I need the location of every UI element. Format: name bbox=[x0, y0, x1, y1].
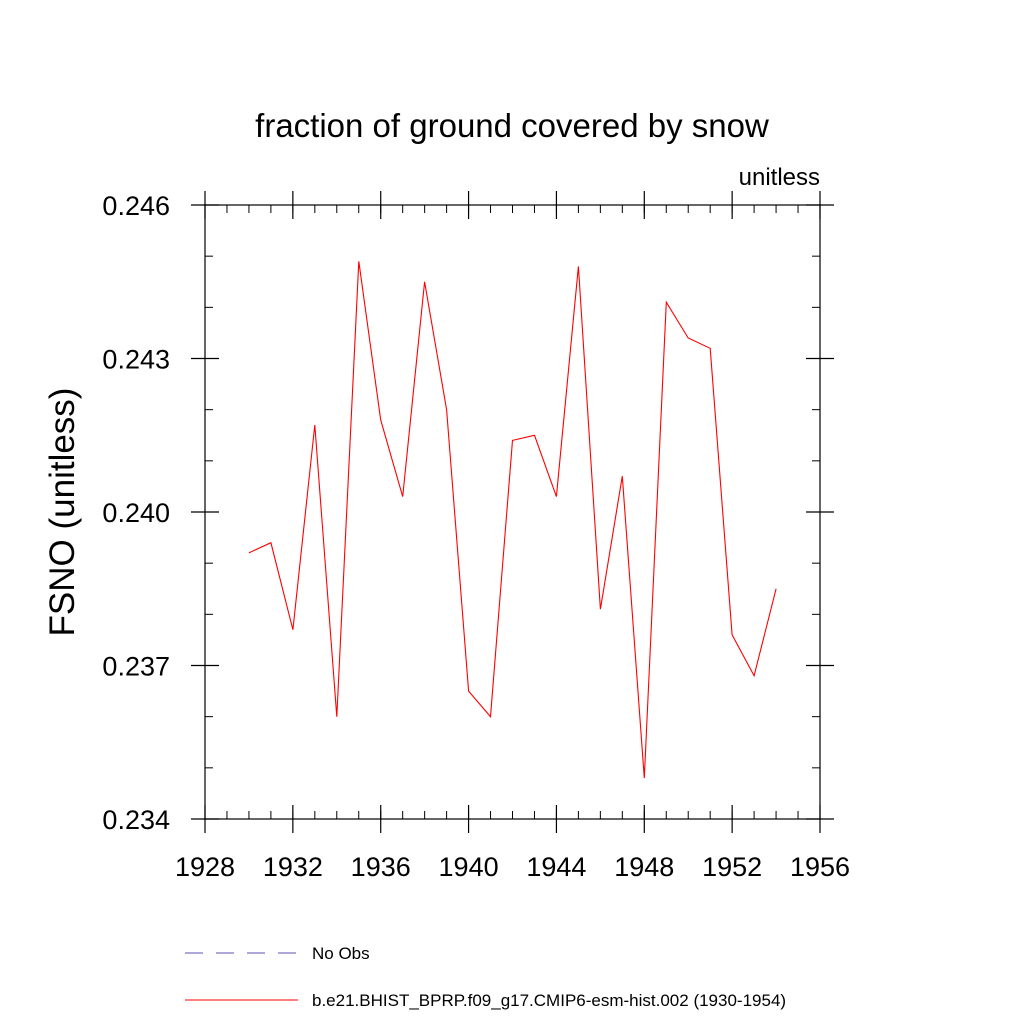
data-series bbox=[248, 261, 777, 779]
y-axis-label: FSNO (unitless) bbox=[43, 388, 82, 637]
plot-frame bbox=[204, 204, 821, 820]
x-tick-label: 1940 bbox=[439, 852, 499, 882]
x-tick-label: 1932 bbox=[263, 852, 323, 882]
axis-ticks: 0.234 0.237 0.240 0.243 0.246 1928 1932 1936 194… bbox=[102, 191, 850, 882]
x-tick-label: 1944 bbox=[526, 852, 586, 882]
legend-label-model-run: b.e21.BHIST_BPRP.f09_g17.CMIP6-esm-hist.… bbox=[312, 991, 786, 1010]
x-tick-label: 1936 bbox=[351, 852, 411, 882]
units-label: unitless bbox=[739, 164, 820, 191]
chart-title: fraction of ground covered by snow bbox=[255, 107, 769, 144]
x-tick-label: 1928 bbox=[175, 852, 235, 882]
y-tick-label: 0.240 bbox=[102, 498, 170, 528]
x-tick-label: 1952 bbox=[702, 852, 762, 882]
series-line-0 bbox=[248, 261, 777, 779]
y-tick-label: 0.246 bbox=[102, 191, 170, 221]
legend: No Obs b.e21.BHIST_BPRP.f09_g17.CMIP6-es… bbox=[185, 944, 786, 1010]
y-tick-label: 0.237 bbox=[102, 652, 170, 682]
x-tick-label: 1948 bbox=[614, 852, 674, 882]
y-tick-label: 0.234 bbox=[102, 805, 170, 835]
legend-label-no-obs: No Obs bbox=[312, 944, 370, 963]
y-tick-label: 0.243 bbox=[102, 345, 170, 375]
x-tick-label: 1956 bbox=[790, 852, 850, 882]
